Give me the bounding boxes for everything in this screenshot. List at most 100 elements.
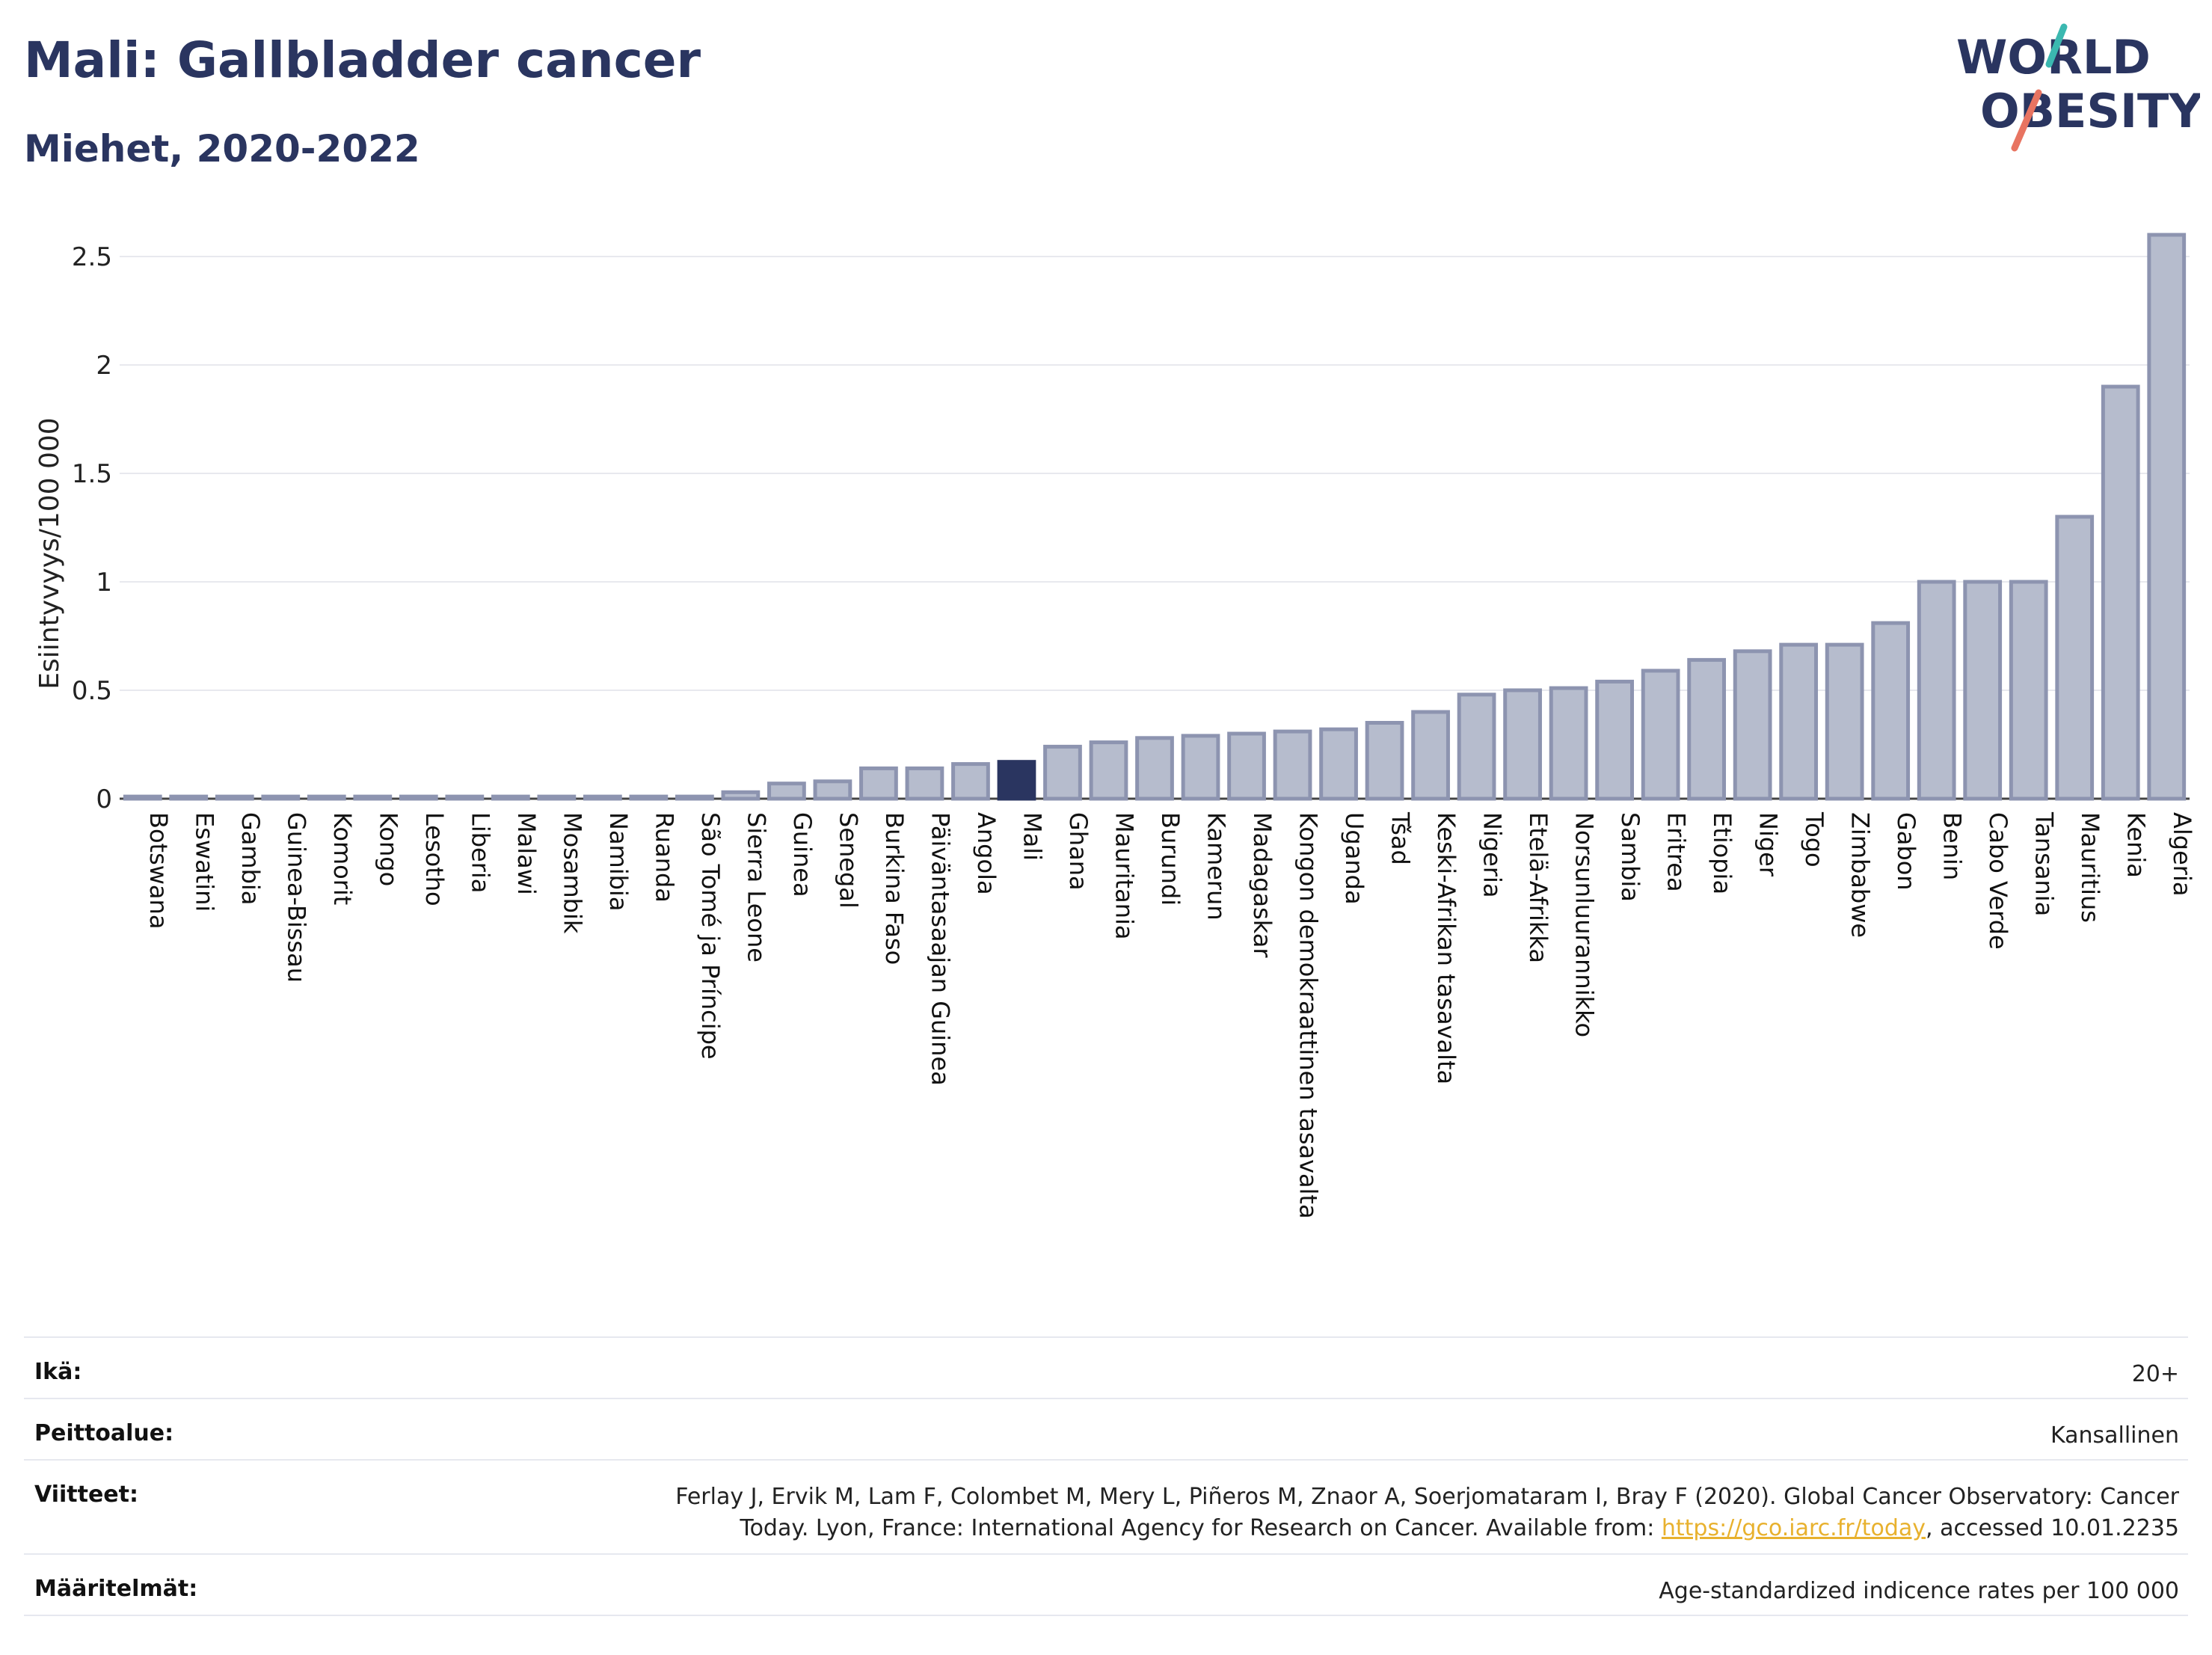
bar-burkina-faso — [859, 766, 898, 801]
logo-slash-top — [2045, 23, 2068, 68]
x-tick-label: Angola — [972, 812, 1001, 895]
y-tick-label: 2 — [96, 351, 112, 381]
metadata-table: Ikä: 20+ Peittoalue: Kansallinen Viittee… — [24, 1336, 2188, 1616]
bar-zimbabwe — [1825, 642, 1864, 801]
x-tick-label: Mauritania — [1110, 812, 1138, 939]
bar-angola — [951, 762, 990, 801]
bar-komorit — [307, 794, 346, 801]
world-obesity-logo: WORLD OBESITY — [1956, 23, 2200, 152]
x-tick-label: Gabon — [1892, 812, 1920, 891]
bar-tansania — [2009, 580, 2048, 801]
bar-cabo-verde — [1963, 580, 2003, 801]
meta-value-age: 20+ — [2131, 1361, 2179, 1387]
x-tick-label: Kongon demokraattinen tasavalta — [1294, 812, 1323, 1219]
y-tick-label: 1 — [96, 568, 112, 598]
meta-label-age: Ikä: — [34, 1359, 82, 1385]
x-tick-label: Senegal — [834, 812, 862, 909]
logo-slash-bottom — [2011, 89, 2042, 152]
bar-benin — [1917, 580, 1956, 801]
x-tick-label: Etiopia — [1708, 812, 1736, 894]
x-tick-label: Zimbabwe — [1846, 812, 1875, 938]
y-tick-label: 0.5 — [72, 676, 112, 706]
bar-mosambik — [537, 794, 577, 801]
bar-senegal — [813, 779, 852, 801]
x-tick-label: Togo — [1800, 811, 1828, 868]
reference-link[interactable]: https://gco.iarc.fr/today — [1661, 1515, 1926, 1541]
bar-sambia — [1595, 679, 1634, 801]
bar-sierra-leone — [721, 790, 761, 801]
x-tick-label: Botswana — [144, 812, 173, 929]
x-tick-label: Burundi — [1156, 812, 1185, 906]
x-tick-label: Niger — [1754, 812, 1783, 877]
x-tick-label: Mali — [1018, 812, 1046, 861]
meta-value-references: Ferlay J, Ervik M, Lam F, Colombet M, Me… — [601, 1481, 2179, 1544]
x-tick-label: Mauritius — [2076, 812, 2104, 923]
bar-burundi — [1135, 736, 1174, 801]
bar-guinea-bissau — [261, 794, 301, 801]
x-tick-label: Nigeria — [1478, 812, 1507, 897]
x-tick-label: Eswatini — [190, 812, 218, 912]
x-tick-label: Ruanda — [650, 812, 678, 903]
x-tick-label: Uganda — [1340, 812, 1368, 905]
x-tick-label: Liberia — [466, 812, 494, 893]
bar-algeria — [2147, 233, 2187, 801]
bar-kongo — [353, 794, 393, 801]
bar-kamerun — [1181, 734, 1220, 801]
bar-mali — [997, 760, 1036, 801]
bar-mauritius — [2055, 515, 2095, 801]
meta-row-definitions: Määritelmät: Age-standardized indicence … — [24, 1553, 2188, 1616]
bar-namibia — [583, 794, 622, 801]
bar-botswana — [123, 794, 162, 801]
x-tick-label: Etelä-Afrikka — [1524, 812, 1552, 963]
logo-word-obesity: OBESITY — [1980, 84, 2200, 138]
bar-gambia — [215, 794, 254, 801]
bar-madagaskar — [1227, 731, 1266, 801]
x-tick-label: Guinea-Bissau — [282, 812, 310, 983]
x-tick-label: Kenia — [2122, 812, 2151, 878]
reference-accessed: , accessed 10.01.2235 — [1926, 1515, 2179, 1541]
x-tick-label: Namibia — [604, 812, 633, 911]
x-tick-label: Ghana — [1064, 812, 1093, 891]
x-tick-label: Malawi — [512, 812, 541, 895]
meta-label-coverage: Peittoalue: — [34, 1420, 174, 1446]
x-tick-label: Kongo — [374, 812, 402, 886]
bar-eswatini — [169, 794, 209, 801]
x-tick-label: Mosambik — [558, 812, 586, 934]
bar-nigeria — [1457, 693, 1496, 801]
meta-label-references: Viitteet: — [34, 1481, 138, 1508]
x-tick-label: Tšad — [1386, 811, 1415, 865]
bar-liberia — [445, 794, 485, 801]
page-title: Mali: Gallbladder cancer — [24, 31, 701, 89]
y-tick-labels: 0 0.5 1 1.5 2 2.5 — [72, 242, 112, 814]
x-tick-label: Madagaskar — [1248, 812, 1276, 958]
x-tick-label: Burkina Faso — [880, 812, 909, 965]
bars — [123, 233, 2187, 801]
x-tick-label: Norsunluurannikko — [1570, 812, 1599, 1037]
meta-value-definitions: Age-standardized indicence rates per 100… — [1659, 1578, 2179, 1604]
bar-lesotho — [399, 794, 438, 801]
reference-text: Ferlay J, Ervik M, Lam F, Colombet M, Me… — [675, 1484, 2179, 1541]
bar-kenia — [2101, 384, 2140, 801]
bar-togo — [1779, 642, 1819, 801]
bar-etiopia — [1687, 657, 1727, 801]
x-tick-label: Sierra Leone — [742, 812, 770, 962]
bar-etel-afrikka — [1503, 688, 1542, 801]
bar-s-o-tom-ja-pr-ncipe — [675, 794, 714, 801]
y-axis-label: Esiintyvyys/100 000 — [34, 417, 65, 689]
x-tick-label: Kamerun — [1202, 812, 1231, 921]
x-tick-label: Algeria — [2168, 812, 2196, 896]
x-tick-label: Sambia — [1616, 812, 1644, 902]
y-tick-label: 1.5 — [72, 459, 112, 489]
x-tick-label: Lesotho — [420, 812, 449, 906]
meta-row-references: Viitteet: Ferlay J, Ervik M, Lam F, Colo… — [24, 1459, 2188, 1553]
bar-keski-afrikan-tasavalta — [1411, 710, 1450, 801]
bar-uganda — [1319, 727, 1358, 801]
bar-malawi — [491, 794, 530, 801]
bar-kongon-demokraattinen-tasavalta — [1273, 729, 1312, 801]
bar-mauritania — [1089, 740, 1128, 801]
page-subtitle: Miehet, 2020-2022 — [24, 127, 420, 171]
bar-eritrea — [1641, 669, 1680, 801]
bar-gabon — [1871, 621, 1911, 801]
bar-t-ad — [1365, 721, 1404, 801]
meta-row-age: Ikä: 20+ — [24, 1336, 2188, 1398]
